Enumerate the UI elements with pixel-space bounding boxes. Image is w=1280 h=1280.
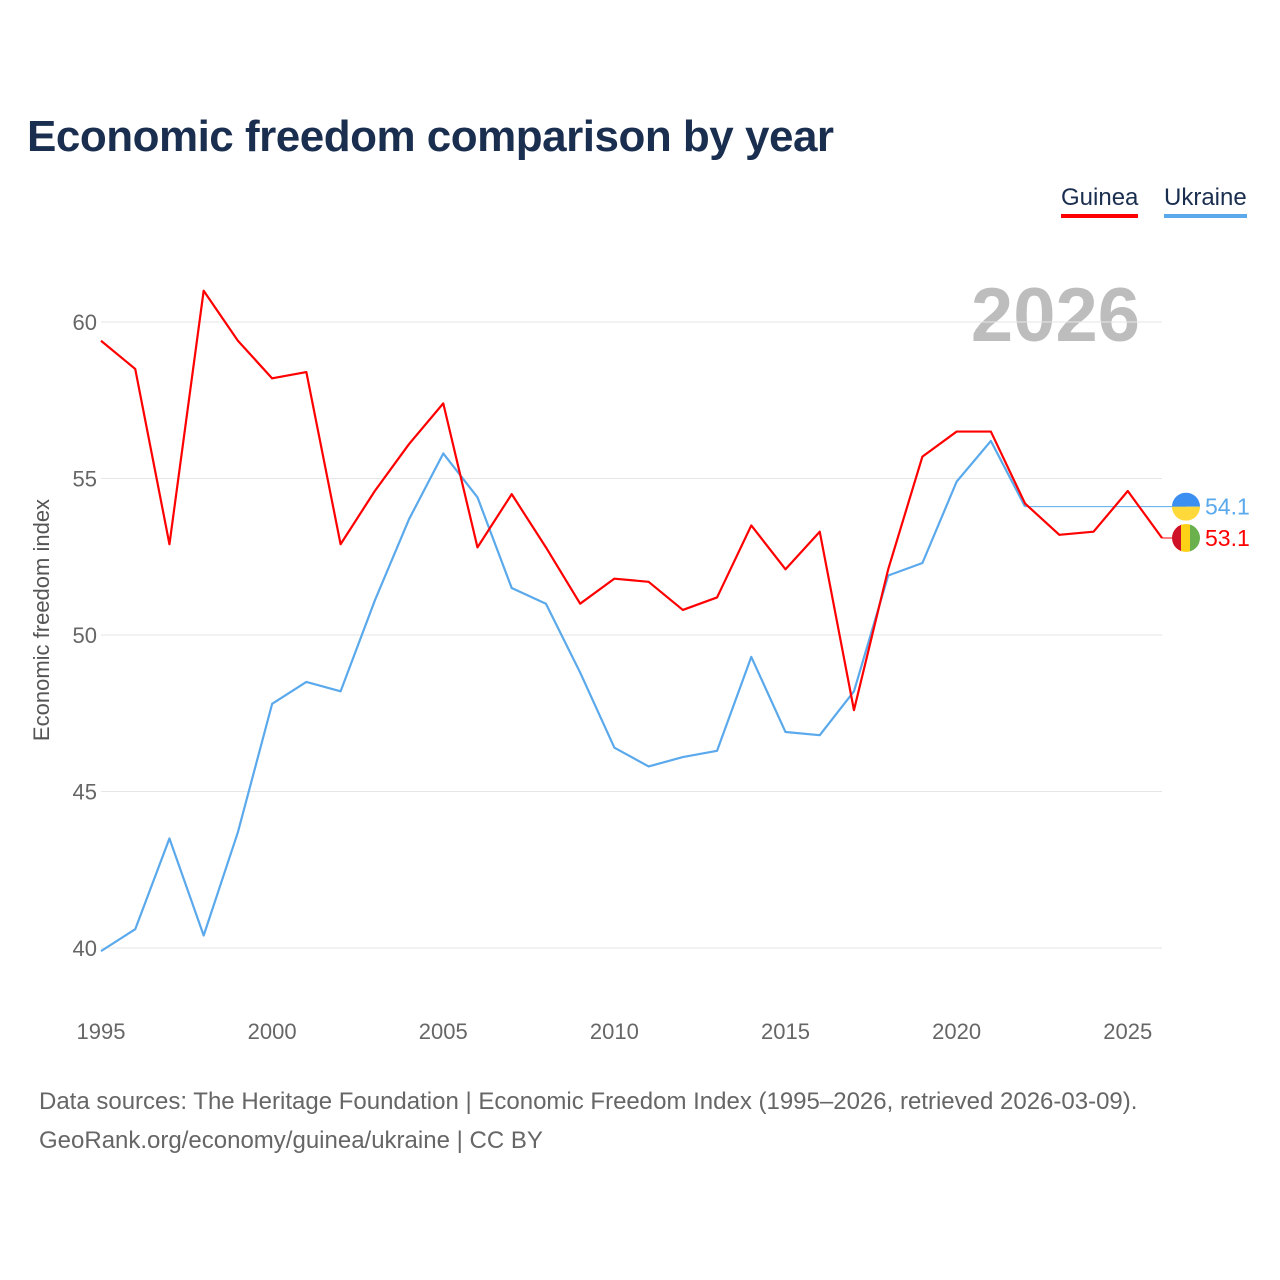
- guinea-flag-icon: [1172, 523, 1200, 552]
- x-tick-label: 2025: [1103, 1019, 1152, 1044]
- series-line-guinea: [100, 289, 1163, 712]
- chart-title: Economic freedom comparison by year: [27, 112, 834, 161]
- y-tick-label: 50: [73, 623, 97, 648]
- x-tick-label: 2005: [419, 1019, 468, 1044]
- y-tick-label: 55: [73, 467, 97, 492]
- x-tick-label: 2010: [590, 1019, 639, 1044]
- y-tick-label: 45: [73, 780, 97, 805]
- legend-guinea[interactable]: Guinea: [1061, 184, 1139, 218]
- legend-ukraine[interactable]: Ukraine: [1164, 184, 1247, 218]
- footer-sources: Data sources: The Heritage Foundation | …: [39, 1088, 1138, 1115]
- y-tick-label: 60: [73, 310, 97, 335]
- end-label-guinea: 53.1: [1205, 525, 1250, 551]
- y-tick-label: 40: [73, 936, 97, 961]
- end-label-ukraine: 54.1: [1205, 494, 1250, 520]
- x-tick-label: 2020: [932, 1019, 981, 1044]
- footer-credit: GeoRank.org/economy/guinea/ukraine | CC …: [39, 1127, 543, 1154]
- x-tick-label: 1995: [77, 1019, 126, 1044]
- series-line-ukraine: [100, 439, 1027, 953]
- x-tick-label: 2000: [248, 1019, 297, 1044]
- year-label: 2026: [970, 273, 1140, 358]
- x-tick-label: 2015: [761, 1019, 810, 1044]
- ukraine-flag-icon: [1172, 492, 1200, 521]
